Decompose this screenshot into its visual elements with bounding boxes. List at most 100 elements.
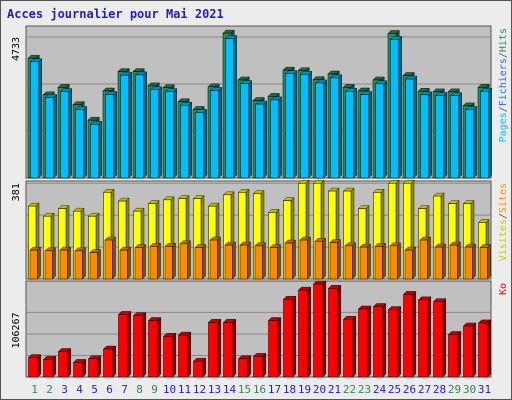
bar-hits-pages-pages-5 [90, 124, 99, 179]
bar-visites-sites-sites-6 [104, 239, 113, 280]
bar-ko-ko-3 [58, 351, 69, 378]
bar-visites-sites-sites-7-side [127, 246, 131, 280]
x-tick-label-day-12: 12 [193, 383, 206, 396]
bar-ko-ko-23 [358, 308, 369, 378]
bar-ko-ko-13-side [217, 318, 222, 378]
bar-ko-ko-12-side [202, 357, 207, 378]
bar-hits-pages-pages-31 [480, 91, 489, 179]
y-tick-label-ko: 106267 [11, 312, 22, 348]
bar-visites-sites-sites-28-side [442, 243, 446, 280]
bar-hits-pages-pages-1 [30, 61, 39, 179]
bar-visites-sites-sites-16 [254, 245, 263, 280]
bar-visites-sites-sites-10-side [172, 242, 176, 280]
bar-hits-pages-pages-23 [360, 94, 369, 179]
bar-visites-sites-sites-2-side [52, 247, 56, 280]
bar-visites-sites-sites-13 [209, 239, 218, 280]
bar-ko-ko-25 [388, 309, 399, 378]
bar-ko-ko-12 [193, 360, 204, 378]
bar-visites-sites-sites-27-side [427, 236, 431, 280]
bar-visites-sites-sites-8-side [142, 244, 146, 280]
bar-ko-ko-24-side [382, 303, 386, 378]
bar-hits-pages-pages-28 [435, 95, 444, 179]
x-tick-label-day-9: 9 [151, 383, 158, 396]
bar-ko-ko-14-side [232, 318, 237, 378]
x-tick-label-day-24: 24 [373, 383, 387, 396]
bar-ko-ko-8 [133, 315, 144, 378]
bar-hits-pages-pages-19-side [308, 70, 312, 179]
x-tick-label-day-6: 6 [106, 383, 113, 396]
bar-visites-sites-sites-18 [284, 242, 293, 280]
bar-ko-ko-6 [103, 348, 114, 378]
bar-hits-pages-pages-7-side [128, 71, 132, 179]
bar-ko-ko-9 [148, 320, 159, 378]
bar-visites-sites-sites-15 [239, 244, 248, 280]
bar-hits-pages-pages-26-side [413, 75, 417, 179]
bar-ko-ko-21-side [337, 284, 341, 378]
bar-hits-pages-pages-24 [375, 83, 384, 179]
bar-hits-pages-pages-28-side [443, 91, 447, 179]
bar-ko-ko-27-side [427, 296, 431, 378]
bar-ko-ko-10-side [172, 332, 177, 378]
bar-visites-sites-sites-25-side [397, 242, 401, 280]
bar-hits-pages-pages-11-side [188, 101, 192, 179]
bar-visites-sites-sites-11-side [187, 240, 191, 280]
x-tick-label-day-31: 31 [478, 383, 491, 396]
bar-hits-pages-pages-24-side [383, 80, 387, 179]
bar-hits-pages-pages-21 [330, 77, 339, 179]
x-tick-label-day-16: 16 [253, 383, 266, 396]
x-tick-label-day-4: 4 [76, 383, 83, 396]
bar-hits-pages-pages-5-side [98, 120, 102, 179]
bar-hits-pages-pages-2 [45, 97, 54, 179]
x-tick-label-day-14: 14 [223, 383, 237, 396]
bar-hits-pages-pages-7 [120, 74, 129, 179]
bar-hits-pages-pages-30-side [473, 105, 477, 179]
legend-entry: Pages [498, 112, 509, 142]
bar-visites-sites-sites-12 [194, 247, 203, 280]
bar-visites-sites-sites-22 [344, 245, 353, 280]
x-tick-label-day-2: 2 [46, 383, 53, 396]
bar-visites-sites-sites-24-side [382, 242, 386, 280]
bar-ko-ko-13 [208, 322, 219, 378]
bar-ko-ko-2 [43, 359, 54, 378]
bar-visites-sites-sites-5-side [97, 249, 101, 280]
bar-ko-ko-16 [253, 356, 264, 378]
x-tick-label-day-10: 10 [163, 383, 176, 396]
bar-hits-pages-pages-11 [180, 105, 189, 179]
bar-hits-pages-pages-18 [285, 73, 294, 179]
bar-visites-sites-sites-8 [134, 247, 143, 280]
x-tick-label-day-7: 7 [121, 383, 128, 396]
bar-hits-pages-pages-6-side [113, 91, 117, 179]
bar-hits-pages-pages-25 [390, 39, 399, 179]
bar-ko-ko-18-side [292, 295, 296, 378]
legend-entry: / [498, 52, 509, 58]
x-tick-label-day-8: 8 [136, 383, 143, 396]
bar-ko-ko-22 [343, 319, 354, 378]
bar-ko-ko-4 [73, 362, 84, 378]
bar-hits-pages-pages-25-side [398, 35, 402, 179]
bar-visites-sites-sites-22-side [352, 242, 356, 280]
bar-ko-ko-5 [88, 358, 99, 378]
x-tick-label-day-25: 25 [388, 383, 401, 396]
bar-hits-pages-pages-27-side [428, 91, 432, 179]
legend-entry: Sites [498, 183, 509, 213]
legend-entry: Hits [498, 28, 509, 52]
bar-hits-pages-pages-15 [240, 83, 249, 179]
bar-hits-pages-pages-21-side [338, 74, 342, 179]
bar-visites-sites-sites-29-side [457, 241, 461, 280]
bar-ko-ko-5-side [97, 355, 102, 378]
bar-ko-ko-23-side [367, 305, 371, 378]
bar-visites-sites-sites-20 [314, 241, 323, 280]
bar-hits-pages-pages-20 [315, 82, 324, 179]
bar-ko-ko-31-side [487, 319, 491, 378]
x-tick-label-day-20: 20 [313, 383, 326, 396]
bar-ko-ko-1 [28, 357, 39, 378]
bar-visites-sites-sites-18-side [292, 239, 296, 280]
bar-visites-sites-sites-19-side [307, 236, 311, 280]
bar-ko-ko-29-side [457, 330, 461, 378]
legend-ko: Ko [498, 283, 509, 295]
bar-ko-ko-27 [418, 299, 429, 378]
bar-hits-pages-pages-31-side [488, 87, 492, 179]
x-tick-label-day-22: 22 [343, 383, 356, 396]
bar-visites-sites-sites-2 [44, 250, 53, 280]
